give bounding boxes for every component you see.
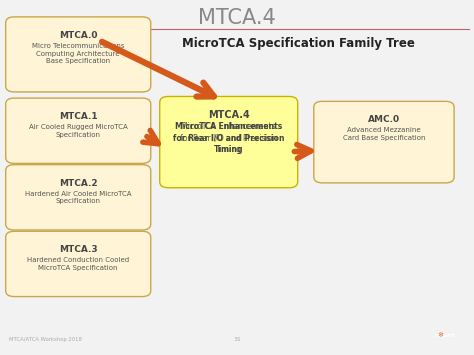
- FancyBboxPatch shape: [314, 101, 454, 183]
- Text: MTCA.0: MTCA.0: [59, 31, 98, 40]
- Text: AMC.0: AMC.0: [368, 115, 400, 124]
- Text: MTCA.2: MTCA.2: [59, 179, 98, 188]
- Text: MTCA.3: MTCA.3: [59, 245, 98, 254]
- Text: Air Cooled Rugged MicroTCA
Specification: Air Cooled Rugged MicroTCA Specification: [29, 124, 128, 138]
- Text: nVent: nVent: [434, 333, 455, 338]
- Text: MTCA.4: MTCA.4: [208, 110, 250, 120]
- FancyBboxPatch shape: [6, 17, 151, 92]
- Text: Advanced Mezzanine
Card Base Specification: Advanced Mezzanine Card Base Specificati…: [343, 127, 425, 141]
- FancyBboxPatch shape: [6, 231, 151, 296]
- Text: MicroTCA Specification Family Tree: MicroTCA Specification Family Tree: [182, 37, 415, 50]
- Text: MTCA.1: MTCA.1: [59, 112, 98, 121]
- Text: MicroTCA Enhancements
for Rear I/O and Precision
Timing: MicroTCA Enhancements for Rear I/O and P…: [180, 122, 277, 154]
- Text: Hardened Conduction Cooled
MicroTCA Specification: Hardened Conduction Cooled MicroTCA Spec…: [27, 257, 129, 271]
- FancyBboxPatch shape: [160, 97, 298, 188]
- Text: Micro Telecommunications
Computing Architecture
Base Specification: Micro Telecommunications Computing Archi…: [32, 43, 125, 64]
- FancyBboxPatch shape: [6, 98, 151, 163]
- Text: ❄: ❄: [438, 332, 443, 338]
- FancyBboxPatch shape: [6, 165, 151, 230]
- Text: MTCA.4: MTCA.4: [198, 8, 276, 28]
- Text: 31: 31: [233, 337, 241, 343]
- Text: MicroTCA Enhancements
for Rear I/O and Precision
Timing: MicroTCA Enhancements for Rear I/O and P…: [173, 122, 284, 154]
- Text: Hardened Air Cooled MicroTCA
Specification: Hardened Air Cooled MicroTCA Specificati…: [25, 191, 131, 204]
- Text: MTCA/ATCA Workshop 2018: MTCA/ATCA Workshop 2018: [9, 337, 82, 343]
